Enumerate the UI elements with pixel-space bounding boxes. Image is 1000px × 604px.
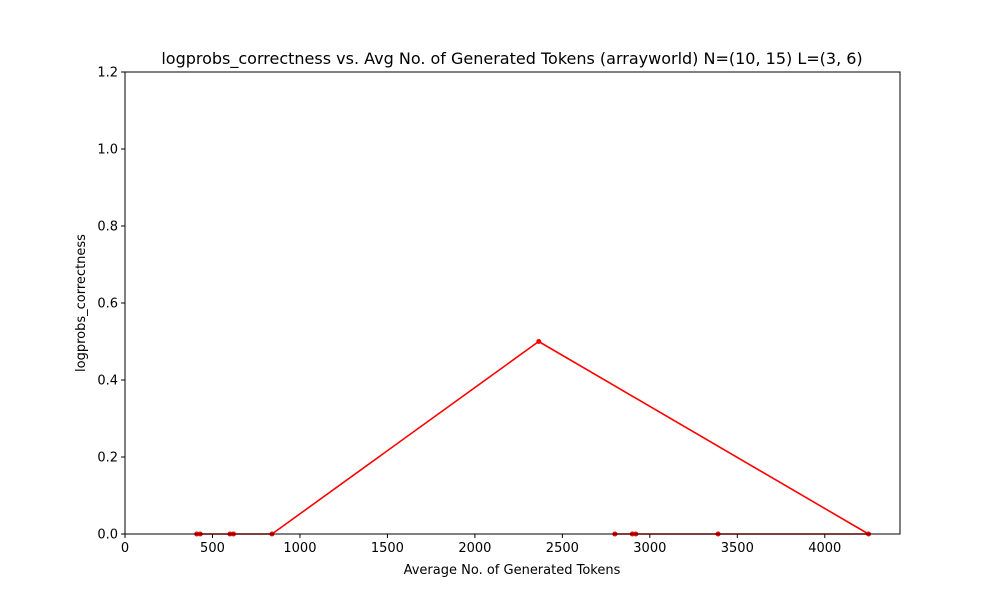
y-tick-label: 0.6 (97, 297, 118, 312)
chart-title: logprobs_correctness vs. Avg No. of Gene… (161, 49, 862, 69)
y-tick-label: 1.0 (97, 143, 118, 158)
x-tick-label: 1500 (371, 541, 404, 556)
plot-frame (124, 71, 901, 535)
y-axis-ticks: 0.0 0.2 0.4 0.6 0.8 1.0 1.2 (97, 66, 125, 543)
x-tick-label: 2000 (458, 541, 491, 556)
x-tick-label: 3500 (721, 541, 754, 556)
x-axis-ticks: 0 500 1000 1500 2000 2500 3000 3500 4000 (121, 534, 841, 556)
y-tick-label: 1.2 (97, 66, 118, 81)
data-point (536, 339, 542, 344)
y-tick-label: 0.0 (97, 528, 118, 543)
x-tick-label: 0 (121, 541, 129, 556)
x-tick-label: 4000 (808, 541, 841, 556)
x-tick-label: 2500 (546, 541, 579, 556)
x-tick-label: 1000 (283, 541, 316, 556)
x-axis-label: Average No. of Generated Tokens (404, 563, 621, 578)
y-axis-label: logprobs_correctness (74, 234, 89, 372)
x-tick-label: 500 (200, 541, 225, 556)
y-tick-label: 0.2 (97, 451, 118, 466)
y-tick-label: 0.4 (97, 374, 118, 389)
x-tick-label: 3000 (633, 541, 666, 556)
y-tick-label: 0.8 (97, 220, 118, 235)
